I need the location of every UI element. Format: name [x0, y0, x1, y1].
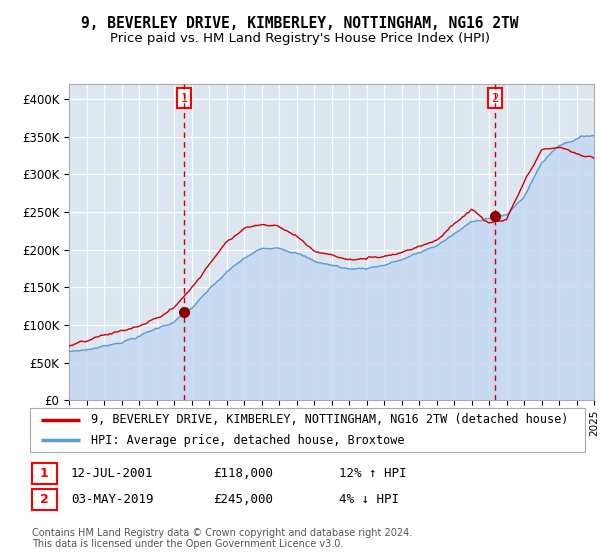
Text: £245,000: £245,000 [213, 493, 273, 506]
Text: 12-JUL-2001: 12-JUL-2001 [71, 466, 154, 480]
Text: 12% ↑ HPI: 12% ↑ HPI [339, 466, 407, 480]
Text: 4% ↓ HPI: 4% ↓ HPI [339, 493, 399, 506]
Text: Price paid vs. HM Land Registry's House Price Index (HPI): Price paid vs. HM Land Registry's House … [110, 32, 490, 45]
Text: HPI: Average price, detached house, Broxtowe: HPI: Average price, detached house, Brox… [91, 434, 404, 447]
Text: 9, BEVERLEY DRIVE, KIMBERLEY, NOTTINGHAM, NG16 2TW: 9, BEVERLEY DRIVE, KIMBERLEY, NOTTINGHAM… [81, 16, 519, 31]
Text: 2: 2 [491, 92, 499, 105]
Text: 03-MAY-2019: 03-MAY-2019 [71, 493, 154, 506]
Text: Contains HM Land Registry data © Crown copyright and database right 2024.
This d: Contains HM Land Registry data © Crown c… [32, 528, 412, 549]
Text: 1: 1 [40, 466, 49, 480]
Text: £118,000: £118,000 [213, 466, 273, 480]
Text: 2: 2 [40, 493, 49, 506]
Text: 1: 1 [181, 92, 188, 105]
Text: 9, BEVERLEY DRIVE, KIMBERLEY, NOTTINGHAM, NG16 2TW (detached house): 9, BEVERLEY DRIVE, KIMBERLEY, NOTTINGHAM… [91, 413, 568, 426]
